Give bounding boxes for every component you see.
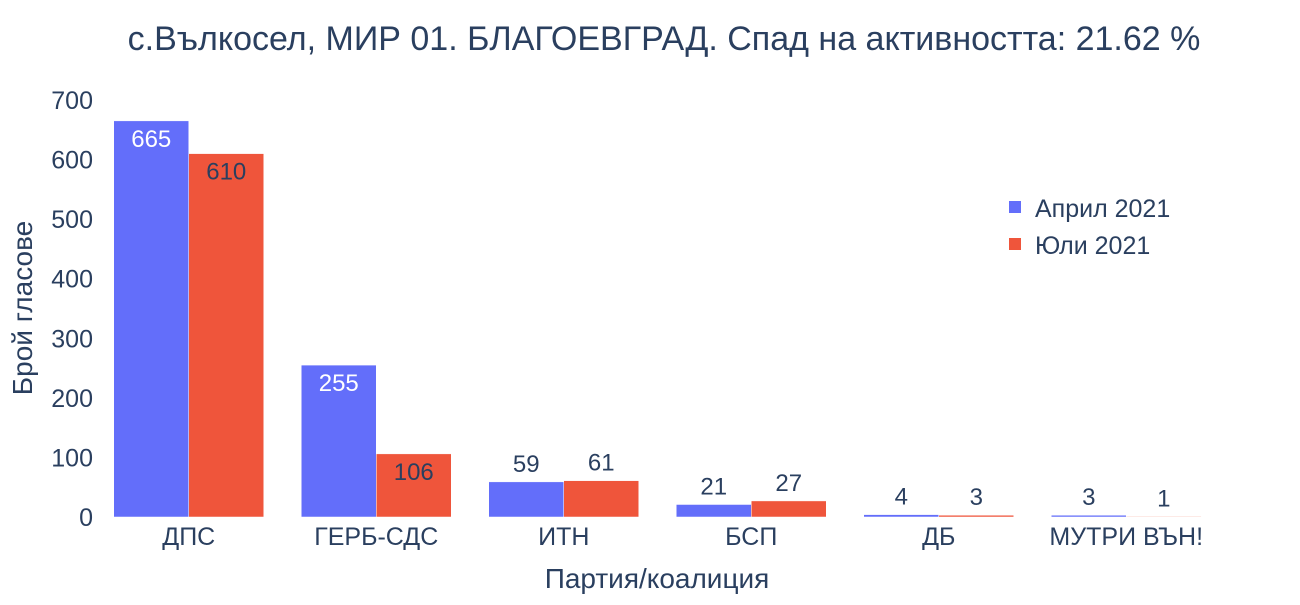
plot-area: 665 610 255 106 59 61 21 27 4 3 3 1 [113,120,1202,518]
data-label: 27 [775,470,802,497]
x-tick-label: МУТРИ ВЪН! [1049,523,1203,551]
bar-july[interactable] [188,153,264,518]
y-tick-label: 0 [79,504,93,532]
data-label: 4 [895,484,908,511]
legend-label: Юли 2021 [1035,232,1150,260]
data-label: 59 [513,451,540,478]
bar-april[interactable] [863,514,939,518]
x-tick-label: ДПС [162,523,215,551]
y-tick-label: 200 [51,385,93,413]
x-axis-label: Партия/коалиция [545,563,770,594]
bar-july[interactable] [376,453,452,518]
y-axis: 0 100 200 300 400 500 600 700 [51,87,93,532]
bar-april[interactable] [113,120,189,518]
legend-item[interactable]: Юли 2021 [1009,232,1150,260]
bar-july[interactable] [938,514,1014,518]
x-tick-label: ГЕРБ-СДС [314,523,438,551]
bar-april[interactable] [488,481,564,518]
data-label: 61 [588,450,615,477]
data-label: 1 [1157,485,1170,512]
x-tick-label: ДБ [922,523,955,551]
legend-label: Април 2021 [1035,195,1170,223]
data-label: 3 [970,484,983,511]
bar-april[interactable] [1051,514,1127,518]
y-tick-label: 500 [51,206,93,234]
y-tick-label: 300 [51,325,93,353]
y-tick-label: 400 [51,266,93,294]
data-label: 255 [319,370,359,397]
data-label: 610 [206,159,246,186]
legend-swatch [1009,201,1021,213]
chart-title: с.Вълкосел, МИР 01. БЛАГОЕВГРАД. Спад на… [128,20,1201,58]
x-tick-label: ИТН [538,523,589,551]
legend-item[interactable]: Април 2021 [1009,195,1170,223]
data-label: 106 [394,459,434,486]
bar-july[interactable] [563,480,639,518]
data-label: 3 [1082,484,1095,511]
y-tick-label: 100 [51,444,93,472]
data-label: 665 [131,126,171,153]
legend[interactable]: Април 2021 Юли 2021 [1009,195,1170,260]
bar-july[interactable] [751,500,827,518]
y-tick-label: 600 [51,147,93,175]
bar-april[interactable] [301,364,377,518]
bar-july[interactable] [1126,516,1202,518]
y-axis-label: Брой гласове [7,221,38,395]
x-axis: ДПС ГЕРБ-СДС ИТН БСП ДБ МУТРИ ВЪН! [162,523,1203,551]
data-label: 21 [700,473,727,500]
x-tick-label: БСП [725,523,777,551]
bar-april[interactable] [676,504,752,518]
legend-swatch [1009,238,1021,250]
y-tick-label: 700 [51,87,93,115]
